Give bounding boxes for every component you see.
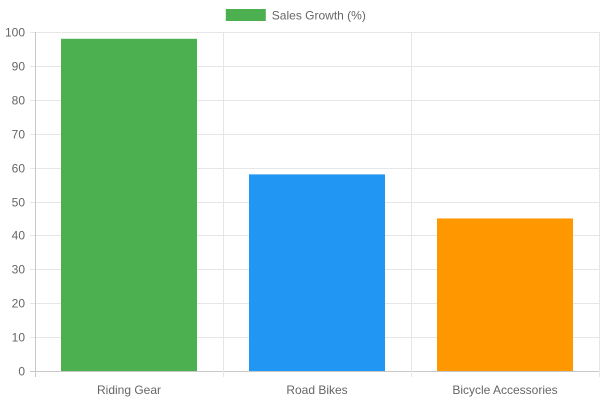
y-tick-label: 70 [12,128,26,142]
x-tick-label: Road Bikes [286,383,347,397]
bar-bicycle-accessories[interactable] [437,218,573,371]
y-tick-label: 60 [12,162,26,176]
y-tick-label: 50 [12,196,26,210]
legend[interactable]: Sales Growth (%) [225,9,366,23]
y-tick-label: 10 [12,331,26,345]
x-tick-label: Riding Gear [97,383,161,397]
bar-riding-gear[interactable] [61,38,197,371]
y-tick-label: 80 [12,94,26,108]
bars [61,38,573,371]
legend-label[interactable]: Sales Growth (%) [272,9,366,23]
legend-swatch[interactable] [225,9,266,21]
y-tick-label: 30 [12,263,26,277]
y-tick-label: 90 [12,60,26,74]
y-tick-label: 0 [18,365,25,379]
bar-road-bikes[interactable] [249,174,385,371]
y-tick-label: 100 [5,26,25,40]
y-tick-label: 40 [12,229,26,243]
x-tick-label: Bicycle Accessories [452,383,557,397]
axes: 0 10 20 30 40 50 60 70 80 90 100 Riding Gear Road Bi… [5,26,558,398]
y-tick-label: 20 [12,297,26,311]
